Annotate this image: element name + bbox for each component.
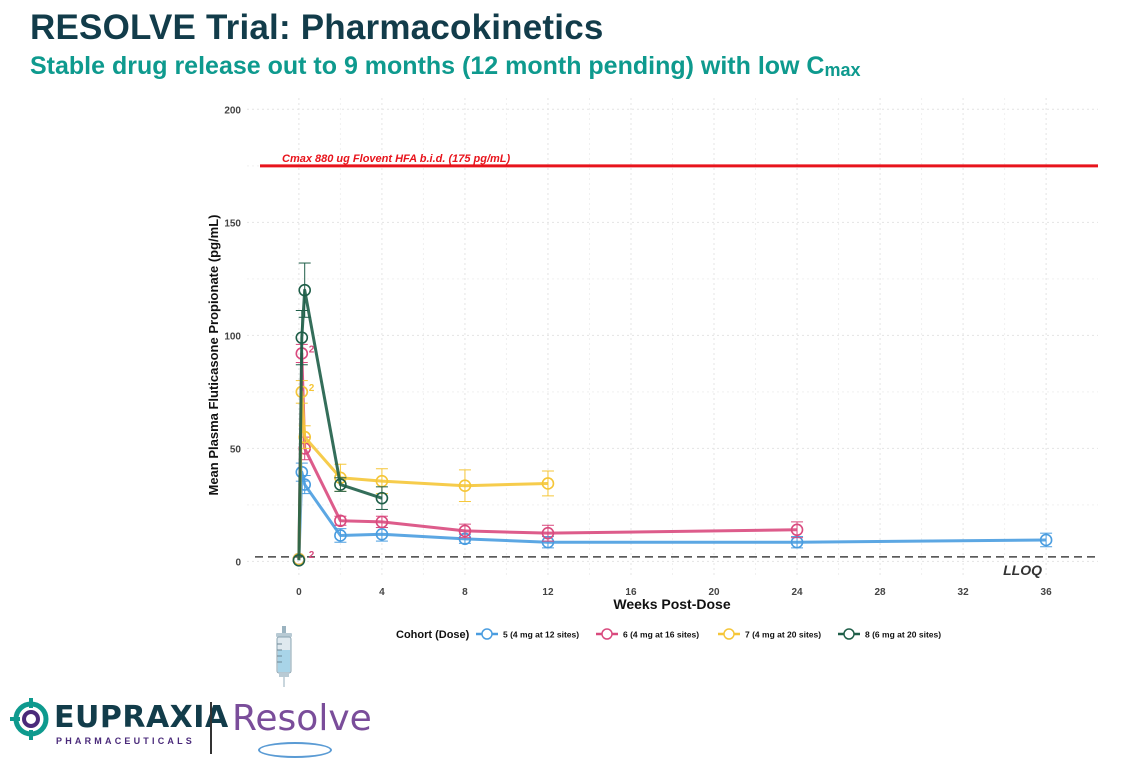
chart-series: 2 2 2	[292, 262, 1053, 567]
x-tick-label: 36	[1041, 587, 1053, 598]
chart-grid	[247, 98, 1098, 575]
point-annotation: 2	[309, 550, 315, 561]
data-point	[295, 331, 309, 344]
legend-swatch-marker	[723, 628, 735, 640]
y-tick-label: 150	[224, 218, 241, 229]
data-point	[541, 477, 555, 490]
resolve-logo: Resolve	[232, 698, 372, 758]
x-tick-label: 0	[296, 587, 302, 598]
x-tick-label: 24	[791, 587, 803, 598]
syringe-icon	[276, 626, 292, 687]
series-1	[292, 462, 1053, 566]
legend-item-3: 7 (4 mg at 20 sites)	[718, 628, 821, 640]
data-point	[375, 528, 389, 541]
page-title: RESOLVE Trial: Pharmacokinetics	[30, 8, 604, 47]
data-point	[375, 491, 389, 505]
data-point	[334, 478, 347, 491]
y-axis-label: Mean Plasma Fluticasone Propionate (pg/m…	[206, 215, 221, 496]
point-annotation: 2	[309, 383, 315, 394]
subtitle-text: Stable drug release out to 9 months (12 …	[30, 52, 825, 80]
legend-item-4: 8 (6 mg at 20 sites)	[838, 628, 941, 640]
resolve-logo-ring	[258, 742, 332, 758]
data-point	[458, 524, 472, 538]
data-point	[375, 515, 389, 529]
lloq-label: LLOQ	[1003, 562, 1042, 578]
company-name: EUPRAXIA	[54, 700, 229, 735]
series-4	[292, 262, 389, 567]
x-tick-label: 12	[542, 587, 554, 598]
data-point	[790, 523, 804, 537]
x-tick-label: 20	[708, 587, 720, 598]
y-tick-label: 100	[224, 331, 241, 342]
legend-title: Cohort (Dose)	[396, 629, 470, 641]
data-point	[1039, 533, 1053, 547]
chart-legend: Cohort (Dose) 5 (4 mg at 12 sites) 6 (4 mg…	[396, 628, 941, 641]
point-annotation: 2	[309, 344, 315, 355]
legend-swatch-marker	[843, 628, 855, 640]
data-point	[298, 283, 312, 297]
pk-chart: Cmax 880 ug Flovent HFA b.i.d. (175 pg/m…	[206, 98, 1098, 687]
x-axis-label: Weeks Post-Dose	[613, 596, 730, 612]
legend-swatch-marker	[601, 628, 613, 640]
y-tick-label: 200	[224, 105, 241, 116]
legend-label: 6 (4 mg at 16 sites)	[623, 630, 699, 640]
eupraxia-logo-mark	[10, 698, 49, 740]
x-tick-label: 8	[462, 587, 468, 598]
legend-label: 8 (6 mg at 20 sites)	[865, 630, 941, 640]
data-point	[334, 514, 347, 528]
legend-item-2: 6 (4 mg at 16 sites)	[596, 628, 699, 640]
logo-divider	[210, 702, 212, 754]
chart-axes: 0 4 8 12 16 20 24 28 32 36 0 50 100 150 200	[224, 105, 1052, 598]
legend-label: 5 (4 mg at 12 sites)	[503, 630, 579, 640]
legend-swatch-marker	[481, 628, 493, 640]
x-tick-label: 16	[625, 587, 637, 598]
page-subtitle: Stable drug release out to 9 months (12 …	[30, 52, 861, 81]
legend-item-1: 5 (4 mg at 12 sites)	[476, 628, 579, 640]
resolve-logo-text: Resolve	[232, 698, 372, 739]
x-tick-label: 28	[874, 587, 886, 598]
y-tick-label: 0	[235, 557, 241, 568]
x-tick-label: 4	[379, 587, 385, 598]
x-tick-label: 32	[958, 587, 970, 598]
subtitle-subscript: max	[824, 60, 861, 80]
reference-lines: Cmax 880 ug Flovent HFA b.i.d. (175 pg/m…	[255, 153, 1098, 578]
company-sub: PHARMACEUTICALS	[56, 736, 195, 746]
series-line	[297, 470, 1047, 560]
data-point	[334, 529, 347, 542]
data-point	[541, 526, 555, 540]
legend-label: 7 (4 mg at 20 sites)	[745, 630, 821, 640]
y-tick-label: 50	[230, 444, 242, 455]
data-point	[292, 554, 306, 567]
cmax-label: Cmax 880 ug Flovent HFA b.i.d. (175 pg/m…	[282, 153, 511, 165]
data-point	[458, 479, 472, 493]
